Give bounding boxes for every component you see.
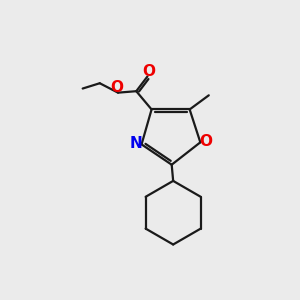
Text: O: O <box>110 80 123 95</box>
Text: O: O <box>199 134 212 149</box>
Text: O: O <box>142 64 155 79</box>
Text: N: N <box>130 136 142 151</box>
